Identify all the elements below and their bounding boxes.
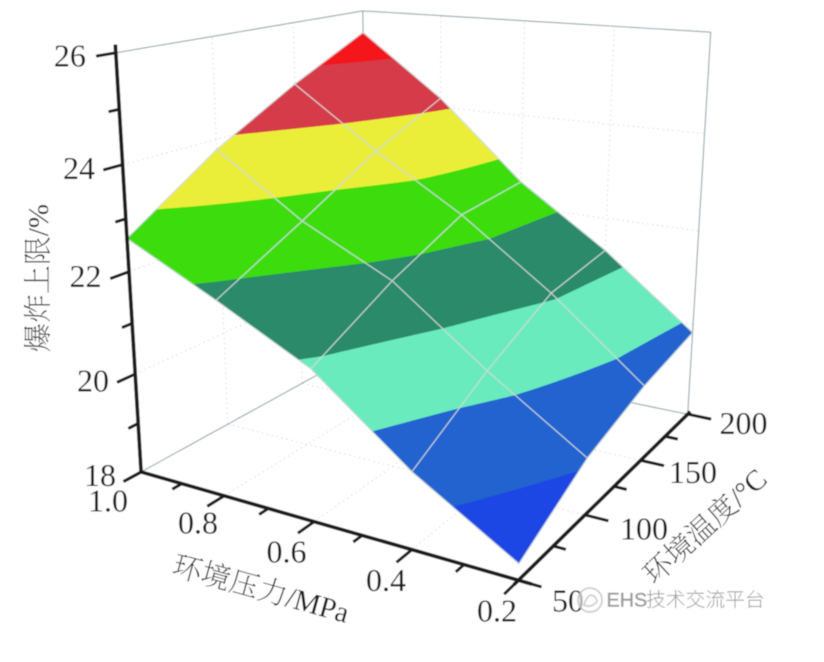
svg-text:18: 18 [84,457,116,493]
svg-text:EHS: EHS [607,590,648,612]
svg-text:1.0: 1.0 [88,483,128,519]
svg-text:150: 150 [669,454,717,490]
svg-text:22: 22 [70,258,102,294]
svg-text:/%: /% [23,204,55,236]
svg-text:100: 100 [620,511,668,547]
svg-text:26: 26 [54,38,86,74]
svg-text:24: 24 [63,150,95,186]
svg-text:0.4: 0.4 [366,562,406,598]
svg-text:0.6: 0.6 [267,534,307,570]
svg-text:0.8: 0.8 [178,505,218,541]
svg-text:0.2: 0.2 [477,593,517,629]
svg-text:20: 20 [77,363,109,399]
svg-text:200: 200 [720,405,768,441]
